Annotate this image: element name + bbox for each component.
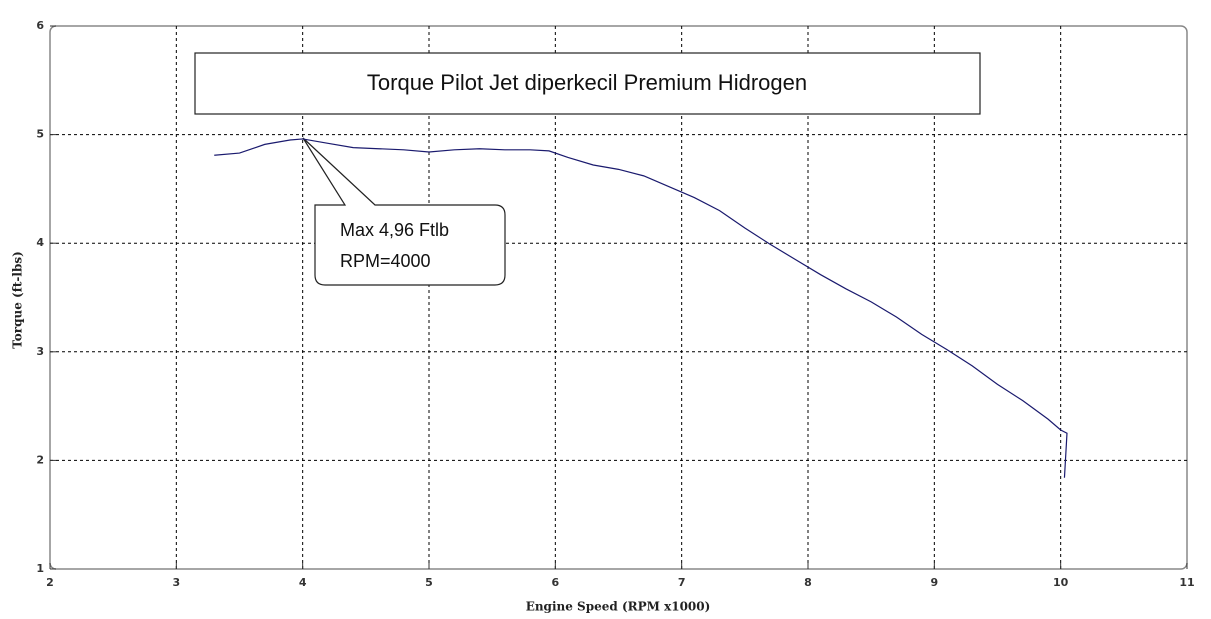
x-tick-label: 11 <box>1179 576 1194 589</box>
y-tick-label: 6 <box>36 19 44 32</box>
chart-title: Torque Pilot Jet diperkecil Premium Hidr… <box>367 70 807 95</box>
y-tick-label: 1 <box>36 562 44 575</box>
y-tick-label: 5 <box>36 128 44 141</box>
x-tick-label: 2 <box>46 576 54 589</box>
x-tick-label: 6 <box>552 576 560 589</box>
plot-area <box>49 25 1188 570</box>
y-axis-label: Torque (ft-lbs) <box>11 251 25 349</box>
grid <box>50 26 1187 569</box>
x-tick-label: 10 <box>1053 576 1069 589</box>
x-tick-label: 7 <box>678 576 686 589</box>
y-tick-label: 3 <box>36 345 44 358</box>
callout <box>302 137 506 286</box>
x-tick-label: 8 <box>804 576 812 589</box>
y-tick-label: 4 <box>36 236 44 249</box>
title-box <box>194 52 981 115</box>
data-line <box>214 138 1068 478</box>
x-tick-label: 9 <box>931 576 939 589</box>
x-tick-label: 4 <box>299 576 307 589</box>
x-tick-label: 3 <box>173 576 181 589</box>
x-axis-label: Engine Speed (RPM x1000) <box>526 600 711 614</box>
y-tick-label: 2 <box>36 453 44 466</box>
x-tick-label: 5 <box>425 576 433 589</box>
annotation: RPM=4000 <box>340 251 431 271</box>
annotation: Max 4,96 Ftlb <box>340 220 449 240</box>
